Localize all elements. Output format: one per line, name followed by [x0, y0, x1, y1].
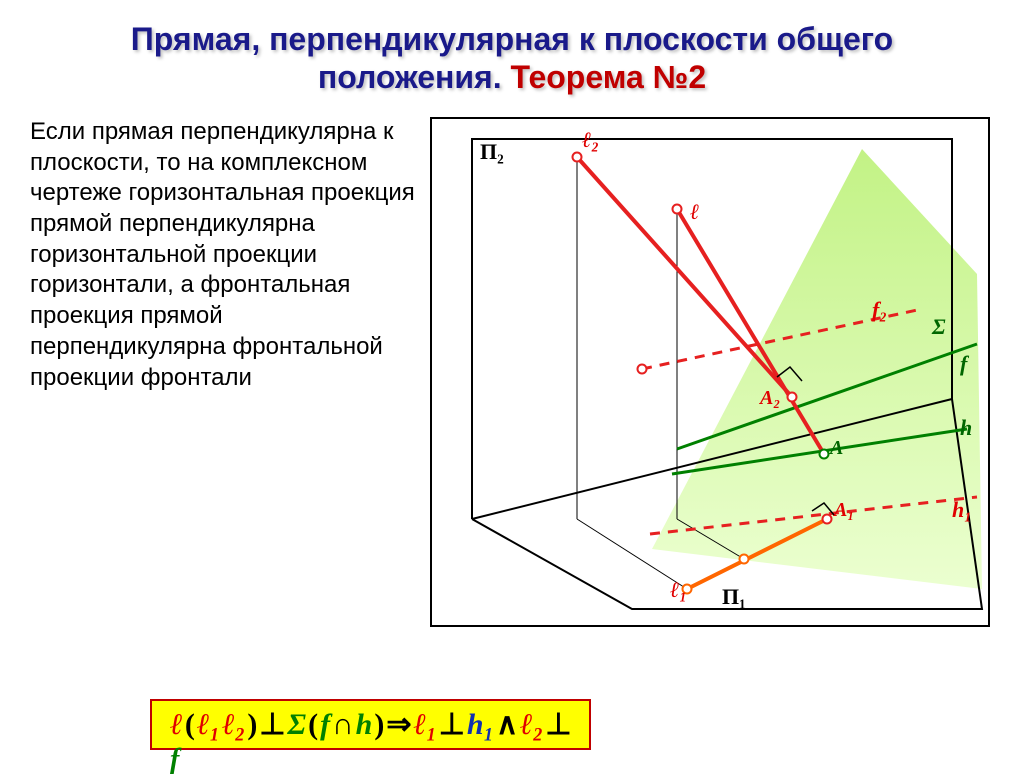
label-f2: f₂ [872, 297, 887, 323]
fm-perp1: ⊥ [259, 707, 285, 742]
fm-open2: ( [308, 708, 318, 742]
fm-and: ∧ [496, 707, 518, 742]
fm-l1: ℓ₁ [197, 708, 220, 742]
fm-perp3: ⊥ [545, 707, 571, 742]
fm-below-f: f [170, 744, 179, 776]
fm-h: h [356, 708, 373, 742]
title-part2: Теорема №2 [511, 59, 707, 95]
fm-open1: ( [185, 708, 195, 742]
fm-close2: ) [374, 708, 384, 742]
label-l1: ℓ₁ [670, 577, 687, 603]
slide-title: Прямая, перпендикулярная к плоскости общ… [0, 0, 1024, 107]
fm-l2: ℓ₂ [222, 708, 245, 742]
diagram-frame: П₂ ℓ₂ ℓ f₂ Σ f A₂ h A A₁ h₁ ℓ₁ П₁ [430, 117, 990, 627]
label-h1: h₁ [952, 497, 972, 523]
fm-f: f [320, 708, 330, 742]
label-l: ℓ [690, 199, 699, 225]
fm-l1b: ℓ₁ [414, 708, 437, 742]
label-h: h [960, 415, 972, 441]
label-P1: П₁ [722, 584, 746, 610]
fm-l: ℓ [170, 708, 183, 742]
label-P2: П₂ [480, 139, 504, 165]
fm-l2b: ℓ₂ [520, 708, 543, 742]
content-row: Если прямая перпендикулярна к плоскости,… [0, 107, 1024, 627]
fm-cap: ∩ [332, 708, 354, 742]
fm-perp2: ⊥ [439, 707, 465, 742]
label-l2: ℓ₂ [582, 127, 599, 153]
theorem-text: Если прямая перпендикулярна к плоскости,… [30, 117, 430, 627]
fm-h1: h₁ [467, 708, 494, 742]
label-A2: A₂ [760, 387, 780, 410]
formula-box: ℓ ( ℓ₁ ℓ₂ ) ⊥ Σ ( f ∩ h ) ⇒ ℓ₁ ⊥ h₁ ∧ ℓ₂… [150, 699, 591, 750]
label-A: A [830, 437, 843, 460]
label-Sigma: Σ [932, 314, 946, 340]
fm-impl: ⇒ [386, 707, 411, 742]
label-A1: A₁ [834, 499, 854, 522]
fm-sigma: Σ [288, 708, 307, 742]
fm-close1: ) [247, 708, 257, 742]
label-f: f [960, 351, 967, 377]
